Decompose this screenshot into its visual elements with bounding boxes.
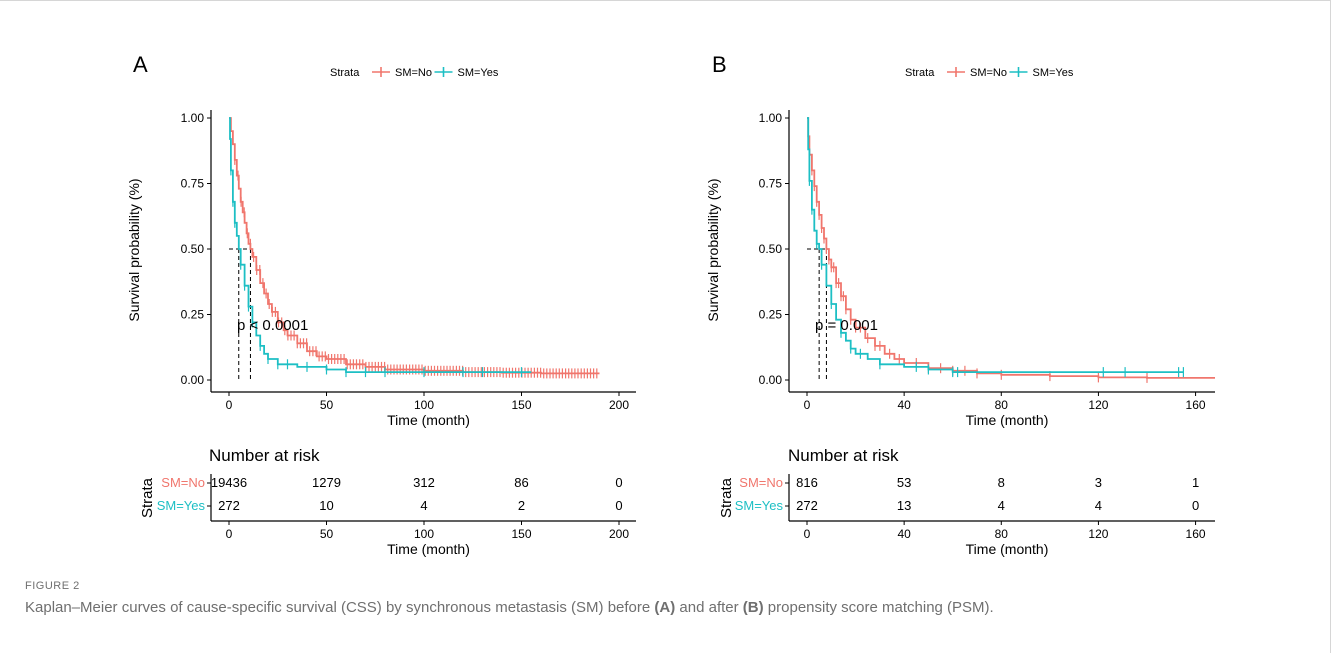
- y-tick-label: 1.00: [181, 111, 205, 125]
- risk-table-title: Number at risk: [788, 446, 899, 465]
- x-tick-label: 120: [1088, 398, 1108, 412]
- risk-table-cell: 816: [796, 475, 818, 490]
- x-tick-label: 0: [226, 398, 233, 412]
- risk-table-cell: 13: [897, 498, 911, 513]
- risk-table-strata-label: Strata: [718, 477, 735, 518]
- risk-table-cell: 272: [796, 498, 818, 513]
- panel-label: B: [712, 52, 727, 77]
- risk-table-cell: 0: [1192, 498, 1199, 513]
- y-axis-label: Survival probability (%): [126, 178, 142, 321]
- x-axis-label: Time (month): [387, 412, 470, 428]
- y-tick-label: 0.75: [759, 177, 783, 191]
- censor-marks-sm-no: [234, 154, 598, 379]
- risk-table: Number at risk Strata SM=No 816 53 8 3 1 SM=Yes 2…: [718, 446, 1215, 557]
- panel-label: A: [133, 52, 148, 77]
- caption-part-2: and after: [675, 599, 743, 616]
- risk-table-x-tick-label: 150: [511, 527, 531, 541]
- legend-entry: SM=Yes: [458, 67, 499, 79]
- risk-table-cell: 19436: [211, 475, 247, 490]
- legend-title: Strata: [330, 67, 360, 79]
- risk-table-row-label: SM=No: [161, 475, 205, 490]
- y-tick-label: 0.50: [759, 242, 783, 256]
- panel-a: A Strata SM=No SM=Yes 0.00 0.25 0.50 0.75 1.00 0 5…: [126, 52, 636, 557]
- risk-table-x-tick-label: 40: [897, 527, 911, 541]
- risk-table-x-tick-label: 200: [609, 527, 629, 541]
- risk-table-x-tick-label: 0: [226, 527, 233, 541]
- x-tick-label: 160: [1186, 398, 1206, 412]
- x-tick-label: 150: [511, 398, 531, 412]
- risk-table-title: Number at risk: [209, 446, 320, 465]
- y-tick-label: 0.50: [181, 242, 205, 256]
- risk-table: Number at risk Strata SM=No 19436 1279 312 86 0…: [139, 446, 636, 557]
- risk-table-cell: 8: [998, 475, 1005, 490]
- panel-b: B Strata SM=No SM=Yes 0.00 0.25 0.50 0.75 1.00 0 4…: [705, 52, 1215, 557]
- risk-table-cell: 86: [514, 475, 528, 490]
- x-axis-label: Time (month): [966, 412, 1049, 428]
- curve-sm-yes: [229, 117, 532, 373]
- figure-caption: Kaplan–Meier curves of cause-specific su…: [25, 599, 994, 616]
- x-tick-label: 200: [609, 398, 629, 412]
- risk-table-cell: 53: [897, 475, 911, 490]
- legend-entry: SM=Yes: [1033, 67, 1074, 79]
- censor-marks-sm-yes: [808, 175, 1185, 378]
- figure-label: FIGURE 2: [25, 580, 80, 592]
- risk-table-x-axis-label: Time (month): [387, 541, 470, 557]
- x-tick-label: 40: [897, 398, 911, 412]
- y-tick-label: 0.25: [181, 308, 205, 322]
- risk-table-cell: 10: [319, 498, 333, 513]
- risk-table-cell: 2: [518, 498, 525, 513]
- risk-table-cell: 0: [615, 475, 622, 490]
- risk-table-x-tick-label: 120: [1088, 527, 1108, 541]
- censor-marks-sm-no: [808, 149, 1148, 383]
- legend-entry: SM=No: [970, 67, 1007, 79]
- curve-sm-yes: [807, 117, 1184, 373]
- caption-part-3: propensity score matching (PSM).: [763, 599, 994, 616]
- risk-table-row-label: SM=Yes: [735, 498, 784, 513]
- p-value: p = 0.001: [815, 317, 878, 334]
- risk-table-cell: 4: [420, 498, 427, 513]
- legend: Strata SM=No SM=Yes: [905, 67, 1074, 79]
- legend: Strata SM=No SM=Yes: [330, 67, 499, 79]
- y-tick-label: 0.25: [759, 308, 783, 322]
- y-tick-label: 0.00: [759, 373, 783, 387]
- risk-table-cell: 312: [413, 475, 435, 490]
- risk-table-x-tick-label: 50: [320, 527, 334, 541]
- y-tick-label: 1.00: [759, 111, 783, 125]
- risk-table-cell: 3: [1095, 475, 1102, 490]
- legend-title: Strata: [905, 67, 935, 79]
- risk-table-x-tick-label: 80: [995, 527, 1009, 541]
- x-tick-label: 50: [320, 398, 334, 412]
- y-tick-label: 0.75: [181, 177, 205, 191]
- x-tick-label: 80: [995, 398, 1009, 412]
- risk-table-cell: 4: [1095, 498, 1102, 513]
- x-tick-label: 0: [804, 398, 811, 412]
- risk-table-row-label: SM=No: [739, 475, 783, 490]
- risk-table-x-tick-label: 160: [1186, 527, 1206, 541]
- risk-table-x-axis-label: Time (month): [966, 541, 1049, 557]
- risk-table-cell: 1: [1192, 475, 1199, 490]
- y-tick-label: 0.00: [181, 373, 205, 387]
- risk-table-cell: 4: [998, 498, 1005, 513]
- x-tick-label: 100: [414, 398, 434, 412]
- caption-ref-b: (B): [742, 599, 764, 616]
- caption-ref-a: (A): [654, 599, 676, 616]
- risk-table-row-label: SM=Yes: [157, 498, 206, 513]
- risk-table-x-tick-label: 100: [414, 527, 434, 541]
- y-axis-label: Survival probability (%): [705, 178, 721, 321]
- caption-part-1: Kaplan–Meier curves of cause-specific su…: [25, 599, 655, 616]
- risk-table-x-tick-label: 0: [804, 527, 811, 541]
- figure-svg: A Strata SM=No SM=Yes 0.00 0.25 0.50 0.75 1.00 0 5…: [126, 52, 1215, 557]
- p-value: p < 0.0001: [237, 317, 308, 334]
- risk-table-cell: 1279: [312, 475, 341, 490]
- risk-table-cell: 0: [615, 498, 622, 513]
- legend-entry: SM=No: [395, 67, 432, 79]
- censor-marks-sm-yes: [230, 165, 523, 378]
- risk-table-cell: 272: [218, 498, 240, 513]
- risk-table-strata-label: Strata: [139, 477, 156, 518]
